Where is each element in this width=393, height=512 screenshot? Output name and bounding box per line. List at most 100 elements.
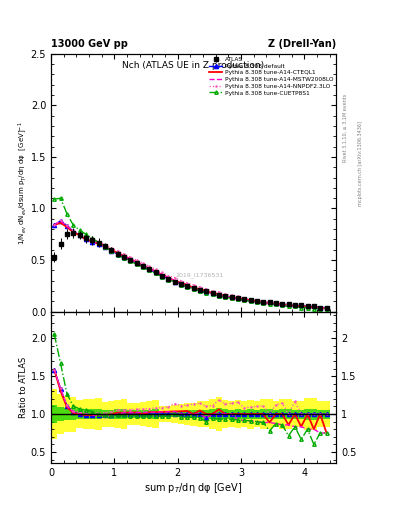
- Pythia 8.308 tune-A14-NNPDF2.3LO: [153, 266, 158, 272]
- Bar: [83, 399, 89, 429]
- Pythia 8.308 default: [147, 266, 152, 272]
- Pythia 8.308 default: [286, 302, 291, 308]
- Bar: [127, 403, 133, 424]
- Bar: [165, 411, 171, 417]
- Pythia 8.308 default: [153, 269, 158, 275]
- Pythia 8.308 tune-A14-MSTW2008LO: [64, 223, 69, 229]
- Pythia 8.308 tune-A14-CTEQL1: [185, 282, 189, 288]
- Pythia 8.308 default: [96, 241, 101, 247]
- Bar: [146, 410, 152, 418]
- Pythia 8.308 default: [305, 304, 310, 310]
- Bar: [241, 401, 247, 428]
- Pythia 8.308 tune-A14-NNPDF2.3LO: [223, 291, 228, 297]
- Pythia 8.308 tune-A14-CTEQL1: [109, 247, 114, 253]
- Pythia 8.308 tune-A14-NNPDF2.3LO: [121, 251, 126, 257]
- Pythia 8.308 tune-CUETP8S1: [286, 304, 291, 310]
- Pythia 8.308 tune-A14-NNPDF2.3LO: [324, 305, 329, 311]
- Pythia 8.308 tune-A14-NNPDF2.3LO: [84, 233, 88, 240]
- Pythia 8.308 tune-A14-MSTW2008LO: [191, 285, 196, 291]
- Bar: [121, 409, 127, 419]
- Pythia 8.308 default: [134, 260, 139, 266]
- Pythia 8.308 tune-A14-MSTW2008LO: [235, 296, 240, 303]
- Bar: [298, 410, 304, 419]
- Bar: [292, 401, 298, 428]
- Pythia 8.308 tune-A14-NNPDF2.3LO: [198, 284, 202, 290]
- Bar: [114, 400, 121, 428]
- Pythia 8.308 tune-CUETP8S1: [198, 288, 202, 294]
- Pythia 8.308 default: [312, 304, 316, 310]
- Pythia 8.308 tune-A14-NNPDF2.3LO: [178, 278, 183, 284]
- Pythia 8.308 default: [267, 300, 272, 306]
- Pythia 8.308 tune-A14-CTEQL1: [274, 301, 278, 307]
- Pythia 8.308 tune-A14-NNPDF2.3LO: [318, 305, 323, 311]
- Pythia 8.308 default: [299, 303, 303, 309]
- Pythia 8.308 tune-CUETP8S1: [96, 240, 101, 246]
- Pythia 8.308 tune-A14-NNPDF2.3LO: [96, 239, 101, 245]
- Pythia 8.308 tune-A14-NNPDF2.3LO: [204, 286, 209, 292]
- Bar: [57, 394, 64, 434]
- Pythia 8.308 tune-A14-NNPDF2.3LO: [109, 245, 114, 251]
- Bar: [190, 410, 197, 418]
- Bar: [89, 409, 95, 419]
- Bar: [152, 400, 159, 428]
- Y-axis label: 1/N$_{ev}$ dN$_{ev}$/dsum p$_T$/dη dφ  [GeV]$^{-1}$: 1/N$_{ev}$ dN$_{ev}$/dsum p$_T$/dη dφ [G…: [17, 121, 29, 245]
- Pythia 8.308 default: [191, 285, 196, 291]
- Bar: [209, 399, 216, 429]
- Pythia 8.308 tune-A14-CTEQL1: [223, 293, 228, 299]
- Pythia 8.308 tune-A14-MSTW2008LO: [280, 303, 285, 309]
- Pythia 8.308 tune-A14-NNPDF2.3LO: [52, 222, 57, 228]
- Bar: [216, 409, 222, 420]
- Pythia 8.308 tune-A14-CTEQL1: [248, 297, 253, 304]
- Pythia 8.308 tune-CUETP8S1: [71, 222, 75, 228]
- Pythia 8.308 tune-CUETP8S1: [312, 306, 316, 312]
- Pythia 8.308 tune-CUETP8S1: [90, 236, 95, 242]
- Pythia 8.308 tune-A14-MSTW2008LO: [84, 236, 88, 242]
- Pythia 8.308 tune-A14-CTEQL1: [235, 295, 240, 302]
- Bar: [285, 399, 292, 429]
- Bar: [228, 401, 235, 428]
- Bar: [273, 410, 279, 419]
- Pythia 8.308 tune-CUETP8S1: [267, 302, 272, 308]
- Pythia 8.308 tune-CUETP8S1: [185, 284, 189, 290]
- Pythia 8.308 tune-A14-MSTW2008LO: [248, 298, 253, 305]
- Pythia 8.308 tune-A14-MSTW2008LO: [318, 306, 323, 312]
- Legend: ATLAS, Pythia 8.308 default, Pythia 8.308 tune-A14-CTEQL1, Pythia 8.308 tune-A14: ATLAS, Pythia 8.308 default, Pythia 8.30…: [208, 55, 334, 97]
- Pythia 8.308 tune-A14-NNPDF2.3LO: [115, 248, 120, 254]
- Pythia 8.308 tune-A14-NNPDF2.3LO: [191, 282, 196, 288]
- Pythia 8.308 tune-A14-MSTW2008LO: [58, 218, 63, 224]
- Pythia 8.308 tune-A14-NNPDF2.3LO: [229, 292, 234, 298]
- Pythia 8.308 default: [178, 281, 183, 287]
- Pythia 8.308 tune-CUETP8S1: [210, 291, 215, 297]
- Pythia 8.308 tune-A14-MSTW2008LO: [255, 300, 259, 306]
- Pythia 8.308 tune-A14-CTEQL1: [312, 305, 316, 311]
- Pythia 8.308 tune-CUETP8S1: [128, 258, 132, 264]
- Pythia 8.308 tune-A14-MSTW2008LO: [128, 256, 132, 262]
- Pythia 8.308 tune-A14-MSTW2008LO: [204, 289, 209, 295]
- Bar: [140, 402, 146, 426]
- Text: 13000 GeV pp: 13000 GeV pp: [51, 38, 128, 49]
- Pythia 8.308 tune-A14-MSTW2008LO: [71, 228, 75, 234]
- Bar: [203, 401, 209, 428]
- Bar: [184, 411, 190, 418]
- Pythia 8.308 tune-CUETP8S1: [153, 270, 158, 276]
- Bar: [95, 398, 102, 430]
- Pythia 8.308 default: [229, 294, 234, 300]
- Pythia 8.308 tune-A14-MSTW2008LO: [286, 303, 291, 309]
- Bar: [76, 409, 83, 419]
- Pythia 8.308 tune-A14-CTEQL1: [210, 290, 215, 296]
- Bar: [171, 405, 178, 423]
- Pythia 8.308 tune-A14-NNPDF2.3LO: [71, 227, 75, 233]
- Pythia 8.308 tune-CUETP8S1: [223, 294, 228, 300]
- Pythia 8.308 tune-A14-MSTW2008LO: [305, 305, 310, 311]
- Bar: [317, 401, 323, 428]
- Pythia 8.308 tune-CUETP8S1: [77, 227, 82, 233]
- Pythia 8.308 tune-A14-CTEQL1: [128, 256, 132, 262]
- Pythia 8.308 tune-A14-NNPDF2.3LO: [305, 304, 310, 310]
- Bar: [197, 401, 203, 426]
- Pythia 8.308 tune-A14-NNPDF2.3LO: [172, 274, 177, 281]
- Pythia 8.308 tune-A14-NNPDF2.3LO: [58, 217, 63, 223]
- Bar: [57, 407, 64, 421]
- Bar: [241, 410, 247, 419]
- Pythia 8.308 default: [58, 218, 63, 224]
- Pythia 8.308 tune-A14-MSTW2008LO: [223, 293, 228, 299]
